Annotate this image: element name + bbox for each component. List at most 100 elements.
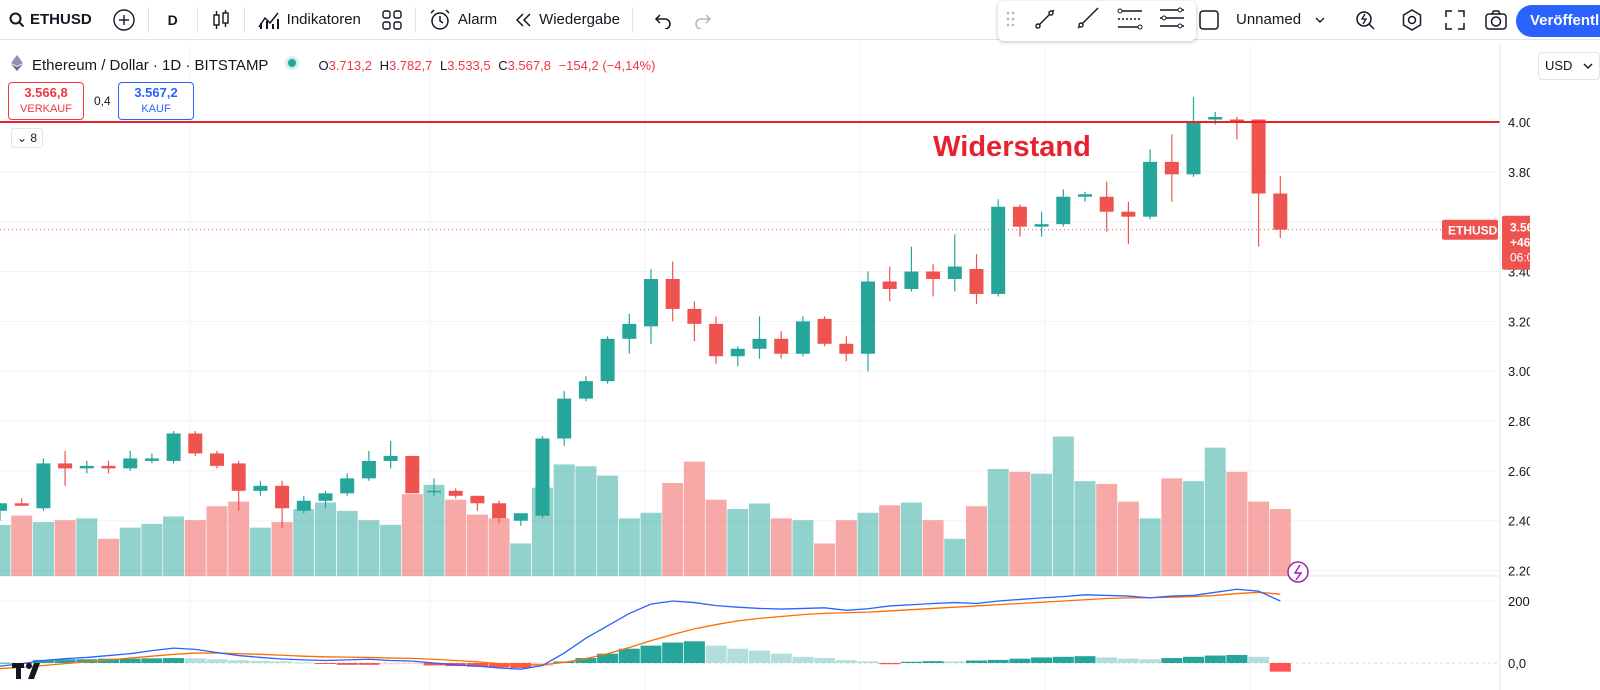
undo-button[interactable]: [645, 0, 681, 40]
candle-body: [36, 463, 51, 509]
settings-button[interactable]: [1392, 0, 1432, 40]
price-tick-label: 2.800,0: [1508, 414, 1530, 429]
volume-bar: [358, 520, 380, 576]
candle-body: [991, 206, 1006, 294]
macd-pane: [0, 588, 1500, 672]
candle-body: [58, 463, 73, 469]
snapshot-button[interactable]: [1476, 0, 1516, 40]
candle-body: [947, 266, 962, 279]
price-chart[interactable]: Widerstand 4.000,03.800,03.600,03.400,03…: [0, 44, 1530, 690]
chevron-down-icon: ⌄: [16, 131, 28, 145]
price-tick-label: 3.000,0: [1508, 364, 1530, 379]
ray-line-icon[interactable]: [1074, 6, 1100, 37]
last-price-value: 3.567,8: [1510, 221, 1530, 235]
tradingview-logo[interactable]: [12, 660, 48, 685]
volume-bar: [206, 506, 228, 576]
fib-retracement-icon[interactable]: [1116, 6, 1144, 37]
volume-bar: [76, 518, 98, 576]
resistance-annotation: Widerstand: [933, 131, 1091, 163]
candle-body: [231, 463, 246, 491]
symbol-search-button[interactable]: ETHUSD: [0, 0, 100, 40]
publish-button[interactable]: Veröffentlichen: [1516, 5, 1600, 37]
collapse-indicators-button[interactable]: ⌄ 8: [11, 128, 43, 148]
volume-bar: [879, 505, 901, 576]
toolbar-divider: [414, 6, 416, 33]
interval-button[interactable]: D: [153, 0, 193, 40]
high-value: 3.782,7: [388, 57, 433, 73]
macd-histogram-bar: [336, 663, 358, 665]
indicators-button[interactable]: Indikatoren: [249, 0, 369, 40]
chart-type-button[interactable]: [202, 0, 240, 40]
layout-name-button[interactable]: Unnamed: [1228, 0, 1333, 40]
trend-line-icon[interactable]: [1032, 6, 1058, 37]
top-toolbar: ETHUSD D Indikatoren Alarm W: [0, 0, 1600, 41]
volume-bar: [1074, 481, 1096, 576]
macd-histogram-bar: [662, 642, 684, 663]
macd-histogram-bar: [249, 660, 271, 663]
price-tick-label: 2.600,0: [1508, 464, 1530, 479]
candle-body: [318, 493, 333, 501]
layout-toggle-button[interactable]: [1190, 0, 1228, 40]
volume-bar: [640, 512, 662, 576]
macd-histogram-bar: [141, 658, 163, 663]
redo-icon: [693, 11, 713, 29]
volume-bar: [445, 499, 467, 576]
volume-bar: [705, 499, 727, 576]
candle-body: [1012, 206, 1027, 227]
macd-histogram-bar: [32, 659, 54, 663]
grid-icon: [381, 9, 403, 31]
redo-button[interactable]: [685, 0, 721, 40]
buy-button[interactable]: 3.567,2 KAUF: [118, 82, 194, 120]
macd-histogram-bar: [380, 663, 402, 665]
volume-bar: [380, 524, 402, 576]
price-axis-bg: [1500, 44, 1530, 690]
parallel-channel-icon[interactable]: [1158, 6, 1186, 37]
symbol-title[interactable]: Ethereum / Dollar · 1D · BITSTAMP: [32, 56, 269, 74]
candle-body: [340, 478, 355, 494]
macd-histogram-bar: [1139, 659, 1161, 663]
candle-body: [1186, 122, 1201, 175]
volume-bar: [1096, 483, 1118, 576]
compare-button[interactable]: [104, 0, 144, 40]
volume-bar: [1269, 509, 1291, 576]
macd-histogram-bar: [228, 660, 250, 663]
macd-histogram-bar: [1096, 657, 1118, 663]
publish-label: Veröffentlichen: [1530, 12, 1600, 29]
templates-button[interactable]: [373, 0, 411, 40]
macd-histogram-bar: [98, 658, 119, 663]
fullscreen-button[interactable]: [1436, 0, 1474, 40]
currency-label: USD: [1545, 58, 1573, 73]
buy-price: 3.567,2: [134, 85, 178, 100]
macd-histogram-bar: [358, 663, 380, 665]
price-tick-label: 4.000,0: [1508, 115, 1530, 130]
high-label: H: [379, 57, 389, 73]
candle-body: [79, 465, 94, 469]
currency-select[interactable]: USD: [1538, 52, 1600, 80]
candle-body: [1078, 194, 1092, 197]
macd-histogram-bar: [1161, 658, 1183, 663]
volume-bar: [1204, 447, 1226, 576]
macd-histogram-bar: [966, 660, 987, 663]
candle-body: [882, 281, 897, 289]
macd-histogram-bar: [119, 658, 141, 663]
market-open-dot-icon: [284, 55, 300, 75]
ohlc-values: O3.713,2 H3.782,7 L3.533,5 C3.567,8 −154…: [318, 58, 655, 73]
sell-button[interactable]: 3.566,8 VERKAUF: [8, 82, 84, 120]
ethereum-icon: [10, 55, 24, 75]
macd-histogram-bar: [488, 663, 510, 668]
quick-search-button[interactable]: [1346, 0, 1384, 40]
candle-body: [1121, 211, 1136, 217]
symbol-label: ETHUSD: [30, 11, 92, 28]
drag-handle-icon[interactable]: [1006, 9, 1016, 34]
alarm-button[interactable]: Alarm: [420, 0, 505, 40]
replay-button[interactable]: Wiedergabe: [505, 0, 628, 40]
candle-body: [210, 453, 224, 466]
candle-body: [1056, 196, 1071, 225]
close-value: 3.567,8: [507, 57, 551, 73]
symbol-price-tag: [1442, 219, 1498, 240]
volume-bar: [315, 502, 336, 576]
candle-body: [665, 278, 680, 309]
volume-bar: [900, 502, 922, 576]
candle-body: [817, 318, 832, 344]
candle-body: [123, 458, 138, 469]
